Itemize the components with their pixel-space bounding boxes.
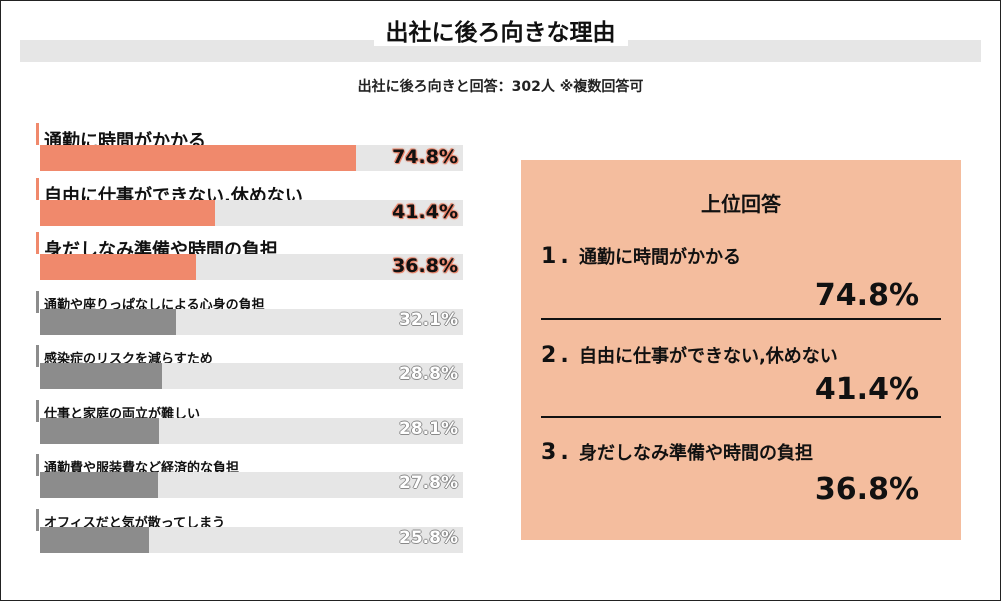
bar <box>40 527 149 553</box>
rank-1-label: 通勤に時間がかかる <box>578 247 741 268</box>
bar-label-tick <box>36 123 39 145</box>
bar-value-label: 27.8% <box>399 473 458 493</box>
bar-value-label: 74.8% <box>392 146 458 168</box>
rank-1-value: 74.8% <box>814 278 919 313</box>
bar-label-tick <box>36 232 39 254</box>
rank-2-value: 41.4% <box>814 372 919 407</box>
title-band <box>20 40 981 62</box>
bar-value-label: 32.1% <box>399 310 458 330</box>
bar-value-label: 25.8% <box>399 528 458 548</box>
bar-label-tick <box>36 345 39 367</box>
separator <box>541 416 941 418</box>
bar <box>40 145 356 171</box>
bar <box>40 254 196 280</box>
bar-value-label: 41.4% <box>392 201 458 223</box>
rank-3-value: 36.8% <box>814 472 919 507</box>
bar-value-label: 36.8% <box>392 255 458 277</box>
rank-1-number: 1 <box>541 244 557 269</box>
bar-value-label: 28.1% <box>399 419 458 439</box>
top-answers-panel: 上位回答 1. 通勤に時間がかかる 74.8% 2. 自由に仕事ができない,休め… <box>521 160 961 540</box>
bar <box>40 418 159 444</box>
bar <box>40 363 162 389</box>
bar-label-tick <box>36 400 39 422</box>
chart-subtitle: 出社に後ろ向きと回答：302人 ※複数回答可 <box>357 79 644 95</box>
bar-label-tick <box>36 454 39 476</box>
rank-2-label: 自由に仕事ができない,休めない <box>578 346 838 367</box>
bar-label-tick <box>36 291 39 313</box>
rank-1-line: 1. 通勤に時間がかかる <box>541 244 741 269</box>
bar-label-tick <box>36 178 39 200</box>
chart-title: 出社に後ろ向きな理由 <box>0 13 1001 47</box>
bar-label-tick <box>36 509 39 531</box>
bar <box>40 472 158 498</box>
bar-value-label: 28.8% <box>399 364 458 384</box>
separator <box>541 318 941 320</box>
panel-title: 上位回答 <box>701 192 781 216</box>
rank-3-label: 身だしなみ準備や時間の負担 <box>578 443 813 464</box>
bar <box>40 309 176 335</box>
rank-2-line: 2. 自由に仕事ができない,休めない <box>541 343 838 368</box>
rank-3-number: 3 <box>541 440 557 465</box>
bar <box>40 200 215 226</box>
rank-3-line: 3. 身だしなみ準備や時間の負担 <box>541 440 813 465</box>
rank-2-number: 2 <box>541 343 557 368</box>
